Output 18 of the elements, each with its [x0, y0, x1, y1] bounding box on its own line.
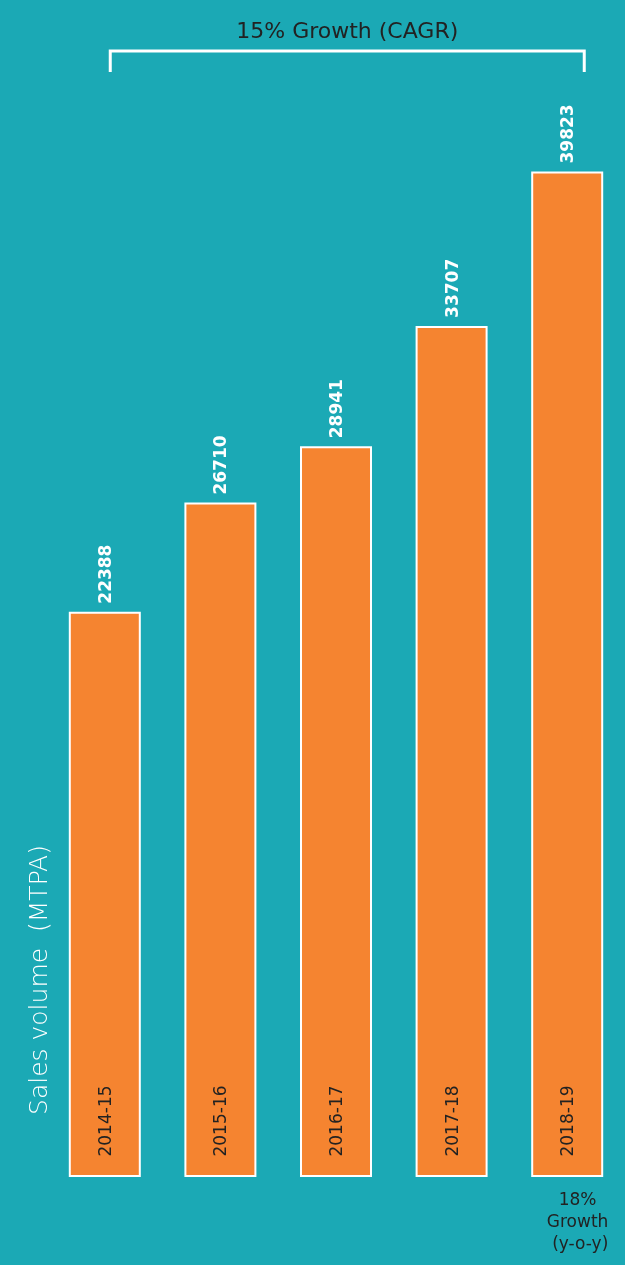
x-tick-label: 2015-16	[210, 1085, 231, 1157]
data-label: 33707	[441, 258, 462, 318]
text: 15% Growth (CAGR)	[236, 17, 459, 43]
x-tick-label: 2016-17	[326, 1085, 346, 1157]
bar	[68, 611, 141, 1177]
x-tick-label: 2018-19	[557, 1085, 578, 1157]
data-label: 39823	[557, 104, 578, 164]
x-tick-label: 2017-18	[441, 1085, 462, 1157]
bar	[300, 446, 372, 1177]
bar	[531, 171, 604, 1177]
bar	[184, 502, 257, 1177]
x-tick-label: 2014-15	[94, 1085, 115, 1157]
data-label: 22388	[94, 544, 115, 604]
y-axis-title: Sales volume (MTPA)	[23, 845, 53, 1115]
data-label: 28941	[326, 379, 346, 439]
text: 18% Growth (y-o-y)	[546, 1189, 614, 1253]
bar	[415, 325, 488, 1177]
data-label: 26710	[210, 435, 231, 495]
